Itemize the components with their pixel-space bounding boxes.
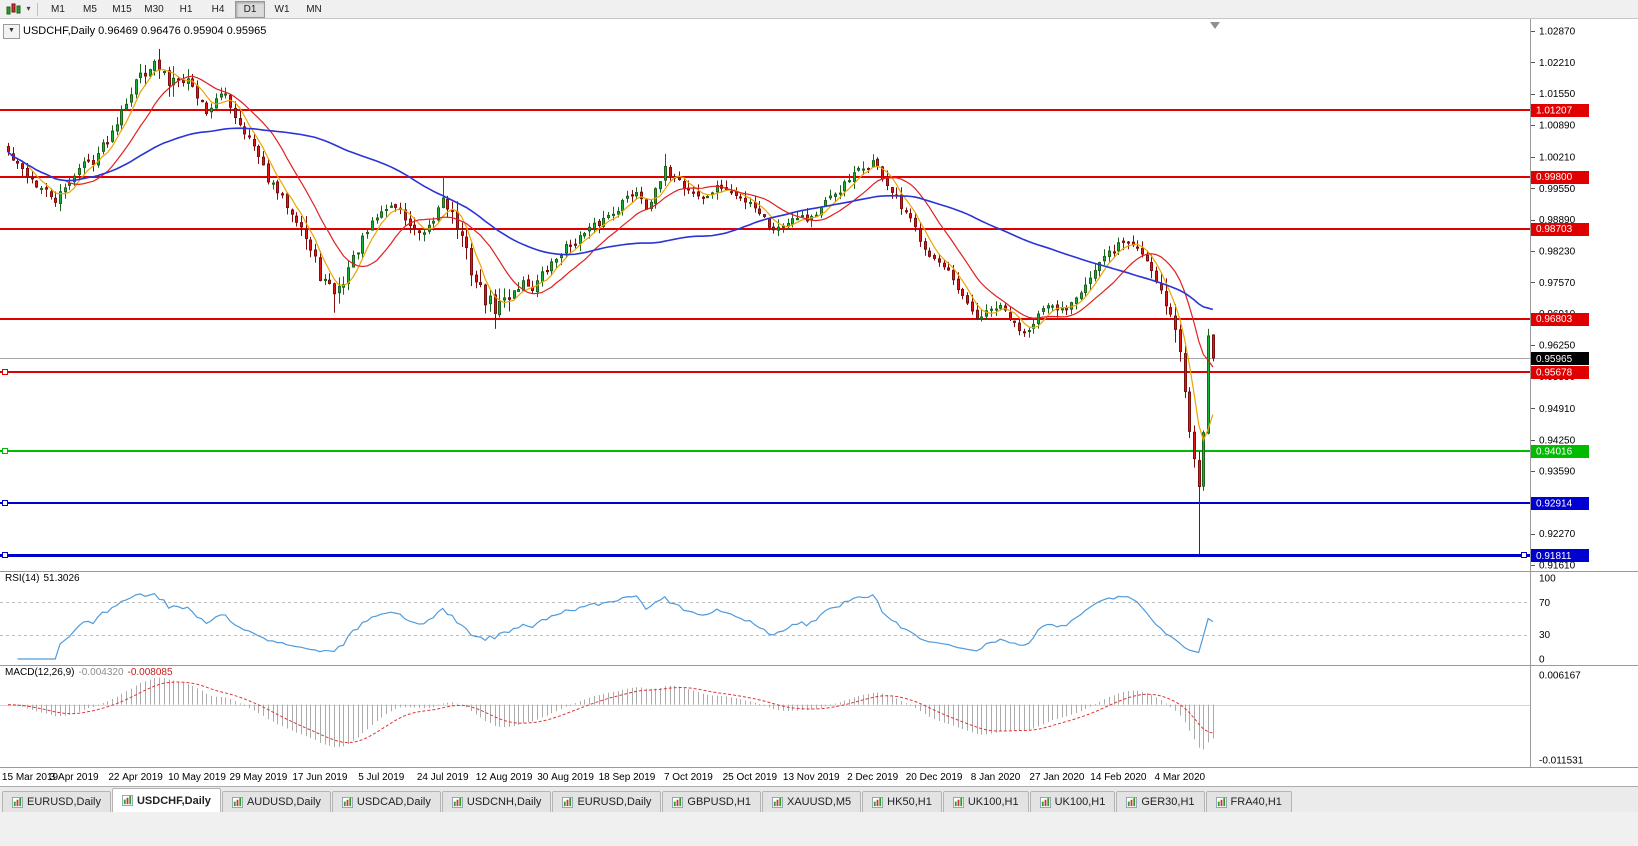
chart-tab-label: USDCAD,Daily xyxy=(356,796,431,808)
chart-type-dropdown-arrow[interactable]: ▾ xyxy=(26,4,31,13)
timeframe-button-d1[interactable]: D1 xyxy=(235,0,265,18)
timeframe-buttons: M1 M5 M15 M30 H1 H4 D1 W1 MN xyxy=(43,0,331,18)
chart-tabbar: EURUSD,Daily USDCHF,Daily AUDUSD,Daily USDC… xyxy=(0,786,1638,812)
chart-tab-icon xyxy=(231,796,243,808)
chart-tab-ger30-h1[interactable]: GER30,H1 xyxy=(1116,791,1205,812)
chart-tab-fra40-h1[interactable]: FRA40,H1 xyxy=(1205,791,1292,812)
chart-tab-uk100-h1[interactable]: UK100,H1 xyxy=(1029,791,1116,812)
timeframe-button-m5[interactable]: M5 xyxy=(83,3,97,15)
timeframe-button-m1[interactable]: M1 xyxy=(51,3,65,15)
chart-tab-eurusd-daily[interactable]: EURUSD,Daily xyxy=(552,791,662,812)
chart-tab-label: GER30,H1 xyxy=(1141,796,1195,808)
timeframe-button-mn[interactable]: MN xyxy=(306,3,322,15)
rsi-pane-label: RSI(14) 51.3026 xyxy=(5,573,84,584)
chart-tab-xauusd-m5[interactable]: XAUUSD,M5 xyxy=(761,791,862,812)
macd-signal-value: -0.008085 xyxy=(127,667,173,678)
macd-pane-label: MACD(12,26,9) -0.004320 -0.008085 xyxy=(5,667,177,678)
chart-tab-icon xyxy=(1039,796,1051,808)
chart-tab-label: USDCHF,Daily xyxy=(136,794,211,807)
chart-tab-eurusd-daily[interactable]: EURUSD,Daily xyxy=(2,791,111,812)
chart-tab-icon xyxy=(341,796,353,808)
chart-tab-uk100-h1[interactable]: UK100,H1 xyxy=(942,791,1029,812)
chart-tab-icon xyxy=(562,796,574,808)
macd-label: MACD(12,26,9) xyxy=(5,667,75,678)
chart-tab-label: HK50,H1 xyxy=(887,796,932,808)
chart-tab-icon xyxy=(121,795,133,806)
chart-tab-icon xyxy=(771,796,783,808)
timeframe-button-h4[interactable]: H4 xyxy=(211,3,225,15)
rsi-label: RSI(14) xyxy=(5,573,40,584)
chart-tab-label: USDCNH,Daily xyxy=(466,796,542,808)
chart-tab-hk50-h1[interactable]: HK50,H1 xyxy=(862,791,942,812)
chart-tab-usdchf-daily[interactable]: USDCHF,Daily xyxy=(111,788,221,812)
chart-tab-gbpusd-h1[interactable]: GBPUSD,H1 xyxy=(662,791,761,812)
chart-tab-audusd-daily[interactable]: AUDUSD,Daily xyxy=(221,791,331,812)
chart-tab-label: AUDUSD,Daily xyxy=(246,796,321,808)
chart-type-icon[interactable] xyxy=(3,1,23,17)
chart-tab-label: UK100,H1 xyxy=(967,796,1019,808)
chart-tab-label: XAUUSD,M5 xyxy=(786,796,852,808)
chart-tab-label: EURUSD,Daily xyxy=(27,796,101,808)
macd-main-value: -0.004320 xyxy=(78,667,124,678)
chart-region: ▼ USDCHF,Daily 0.96469 0.96476 0.95904 0… xyxy=(0,19,1638,786)
candlestick-chart-icon xyxy=(6,3,20,14)
chart-tab-label: GBPUSD,H1 xyxy=(687,796,751,808)
rsi-value: 51.3026 xyxy=(43,573,80,584)
chart-ohlc-title: USDCHF,Daily 0.96469 0.96476 0.95904 0.9… xyxy=(23,25,267,37)
chart-tab-icon xyxy=(872,796,884,808)
chart-tab-usdcad-daily[interactable]: USDCAD,Daily xyxy=(331,791,441,812)
statusbar-area xyxy=(0,812,1638,846)
one-click-trading-toggle[interactable]: ▼ xyxy=(3,24,20,39)
chart-tab-label: FRA40,H1 xyxy=(1230,796,1282,808)
toolbar-separator xyxy=(37,2,38,16)
timeframe-button-m30[interactable]: M30 xyxy=(144,3,164,15)
timeframe-toolbar: ▾ M1 M5 M15 M30 H1 H4 D1 W1 MN xyxy=(0,0,1638,19)
chart-tab-icon xyxy=(672,796,684,808)
timeframe-button-w1[interactable]: W1 xyxy=(274,3,290,15)
chart-tab-icon xyxy=(451,796,463,808)
timeframe-button-m15[interactable]: M15 xyxy=(112,3,132,15)
chart-tab-icon xyxy=(1126,796,1138,808)
price-chart-canvas[interactable] xyxy=(0,19,1638,786)
chart-tab-icon xyxy=(952,796,964,808)
chart-tab-icon xyxy=(12,796,23,808)
chart-tab-icon xyxy=(1215,796,1227,808)
timeframe-button-h1[interactable]: H1 xyxy=(179,3,193,15)
chart-tab-label: UK100,H1 xyxy=(1054,796,1106,808)
chart-tab-label: EURUSD,Daily xyxy=(577,796,652,808)
chart-tab-usdcnh-daily[interactable]: USDCNH,Daily xyxy=(441,791,552,812)
